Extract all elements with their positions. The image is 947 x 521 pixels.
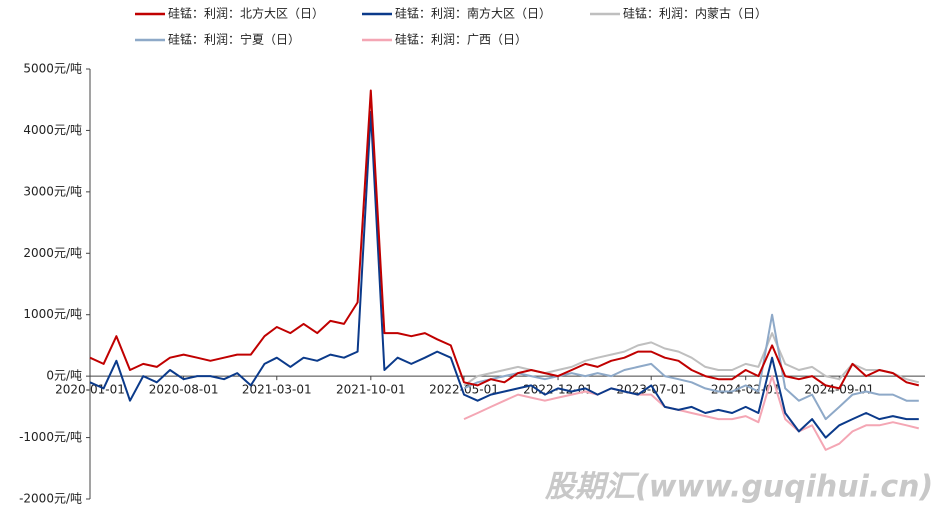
legend-label: 硅锰：利润：内蒙古（日） <box>623 6 767 21</box>
series-line <box>89 89 920 390</box>
x-tick-label: 2024-09-01 <box>804 383 874 397</box>
series-line <box>89 111 919 439</box>
y-tick-label: 4000元/吨 <box>23 123 82 137</box>
x-tick-label: 2021-10-01 <box>336 383 406 397</box>
series-line <box>463 375 920 451</box>
y-tick-label: -1000元/吨 <box>19 430 82 444</box>
x-tick-label: 2022-05-01 <box>429 383 499 397</box>
x-tick-label: 2020-01-01 <box>55 383 125 397</box>
watermark: 股期汇(www.guqihui.cn) <box>544 470 933 505</box>
legend-label: 硅锰：利润：广西（日） <box>395 32 527 47</box>
y-tick-label: 5000元/吨 <box>23 62 82 76</box>
legend-label: 硅锰：利润：北方大区（日） <box>168 6 324 21</box>
y-tick-label: 1000元/吨 <box>23 307 82 321</box>
series-line <box>463 313 919 421</box>
legend-label: 硅锰：利润：南方大区（日） <box>395 6 551 21</box>
legend-label: 硅锰：利润：宁夏（日） <box>168 32 300 47</box>
y-tick-label: 0元/吨 <box>46 369 82 383</box>
y-tick-label: -2000元/吨 <box>19 492 82 506</box>
series-line <box>463 332 920 387</box>
x-tick-label: 2021-03-01 <box>242 383 312 397</box>
x-tick-label: 2020-08-01 <box>149 383 219 397</box>
y-tick-label: 3000元/吨 <box>23 184 82 198</box>
y-tick-label: 2000元/吨 <box>23 246 82 260</box>
